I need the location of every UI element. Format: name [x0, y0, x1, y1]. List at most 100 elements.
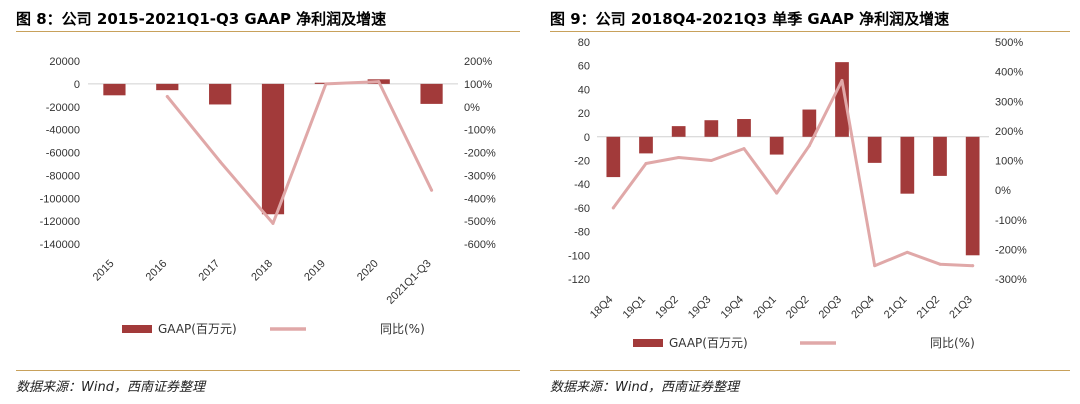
y-left-tick-label: 0 [74, 79, 80, 91]
x-category-label: 20Q4 [849, 294, 877, 322]
x-category-label: 19Q1 [621, 294, 649, 322]
bar-21Q2 [933, 136, 947, 176]
yoy-point-20Q2 [807, 144, 811, 148]
yoy-point-19Q3 [709, 159, 713, 162]
y-left-tick-label: -20000 [46, 102, 80, 114]
y-left-tick-label: 60 [578, 61, 590, 73]
y-right-tick-label: -500% [464, 216, 496, 228]
y-left-tick-label: 40 [578, 84, 590, 96]
y-left-tick-label: -120000 [40, 216, 80, 228]
y-right-tick-label: -200% [995, 244, 1027, 256]
bar-21Q3 [965, 136, 980, 256]
legend-line-label: 同比(%) [930, 336, 975, 350]
figure-8-chart: 20000 0 -20000 -40000 -60000 -80000 -100000 -12… [40, 56, 496, 336]
bar-20Q2 [802, 109, 817, 137]
y-left-tick-label: -100000 [40, 193, 80, 205]
figure-8-source: 数据来源：Wind，西南证券整理 [16, 380, 205, 395]
y-right-tick-label: -100% [995, 215, 1027, 227]
y-left-tick-label: 20 [578, 108, 590, 120]
x-category-label: 2021Q1-Q3 [385, 258, 434, 307]
yoy-point-21Q1 [905, 250, 909, 254]
figure-9-chart: 80 60 40 20 0 -20 -40 -60 -80 -100 -120 500% 400% 300… [568, 37, 1027, 350]
yoy-point-19Q1 [644, 161, 648, 165]
bar-19Q4 [737, 119, 751, 137]
y-left-tick-label: -80000 [46, 170, 80, 182]
figure-9-title-rule [550, 31, 1070, 32]
x-category-label: 21Q2 [915, 294, 943, 322]
bar-2021Q1-Q3 [420, 83, 443, 104]
y-right-tick-label: 300% [995, 96, 1023, 108]
y-right-tick-label: -300% [464, 170, 496, 182]
y-left-tick-label: -100 [568, 250, 590, 262]
bar-19Q2 [671, 126, 686, 137]
y-right-tick-label: -300% [995, 274, 1027, 286]
yoy-point-20Q4 [873, 264, 877, 268]
figure-9-source: 数据来源：Wind，西南证券整理 [550, 380, 739, 395]
yoy-point-2020 [377, 80, 381, 84]
bar-18Q4 [606, 136, 621, 178]
x-category-label: 21Q3 [947, 294, 975, 322]
y-right-tick-label: 0% [464, 102, 480, 114]
yoy-point-18Q4 [611, 206, 615, 210]
x-category-label: 19Q3 [686, 294, 714, 322]
yoy-point-2019 [324, 82, 328, 86]
legend-bar-swatch [122, 325, 152, 333]
bar-19Q1 [639, 136, 653, 154]
x-category-label: 2015 [91, 258, 117, 284]
figure-9-bottom-rule [550, 370, 1070, 371]
figure-8-title-rule [16, 31, 520, 32]
y-right-tick-label: -600% [464, 239, 496, 251]
y-left-tick-label: -140000 [40, 239, 80, 251]
y-left-tick-label: -80 [574, 227, 590, 239]
yoy-point-19Q4 [742, 147, 746, 151]
y-left-tick-label: -20 [574, 156, 590, 168]
x-category-label: 20Q2 [784, 294, 812, 322]
figure-8-bottom-rule [16, 370, 520, 371]
figure-8-panel: 图 8：公司 2015-2021Q1-Q3 GAAP 净利润及增速 20000 0… [0, 0, 530, 404]
bar-2016 [156, 83, 179, 91]
bar-20Q1 [769, 136, 784, 155]
y-right-tick-label: -400% [464, 193, 496, 205]
x-category-label: 2016 [144, 258, 170, 284]
bar-2017 [209, 83, 232, 105]
yoy-point-2016 [165, 94, 169, 98]
y-left-tick-label: 80 [578, 37, 590, 49]
y-right-tick-label: -100% [464, 125, 496, 137]
yoy-growth-line [165, 80, 434, 225]
x-category-label: 2019 [302, 258, 328, 284]
y-right-tick-label: 100% [464, 79, 492, 91]
x-category-label: 20Q3 [817, 294, 845, 322]
x-category-label: 21Q1 [882, 294, 910, 322]
y-left-tick-label: -60000 [46, 148, 80, 160]
yoy-point-20Q3 [840, 79, 844, 83]
bar-19Q3 [704, 120, 719, 137]
x-category-label: 2018 [249, 258, 275, 284]
yoy-point-19Q2 [677, 156, 681, 160]
yoy-point-20Q1 [775, 191, 779, 195]
y-left-tick-label: 0 [584, 132, 590, 144]
x-category-label: 18Q4 [588, 294, 616, 322]
y-left-tick-label: -40000 [46, 125, 80, 137]
legend-bar-label: GAAP(百万元) [158, 322, 237, 336]
bar-2015 [103, 83, 126, 96]
bar-20Q3 [835, 62, 849, 137]
y-right-tick-label: 500% [995, 37, 1023, 49]
x-category-label: 2020 [355, 258, 381, 284]
figure-9-panel: 图 9：公司 2018Q4-2021Q3 单季 GAAP 净利润及增速 80 60… [545, 0, 1080, 404]
yoy-point-2017 [218, 160, 222, 164]
y-right-tick-label: 200% [464, 56, 492, 68]
y-right-tick-label: 400% [995, 67, 1023, 79]
yoy-point-21Q2 [938, 262, 942, 266]
y-left-tick-label: -60 [574, 203, 590, 215]
legend-bar-swatch [633, 339, 663, 347]
x-category-label: 19Q2 [653, 294, 681, 322]
figure-9-title: 图 9：公司 2018Q4-2021Q3 单季 GAAP 净利润及增速 [550, 10, 950, 28]
y-right-tick-label: 0% [995, 185, 1011, 197]
legend-line-label: 同比(%) [380, 322, 425, 336]
bar-2018 [261, 83, 285, 215]
x-category-label: 20Q1 [751, 294, 779, 322]
legend-bar-label: GAAP(百万元) [669, 336, 748, 350]
y-right-tick-label: 200% [995, 126, 1023, 138]
x-category-label: 2017 [196, 258, 222, 284]
y-right-tick-label: -200% [464, 148, 496, 160]
